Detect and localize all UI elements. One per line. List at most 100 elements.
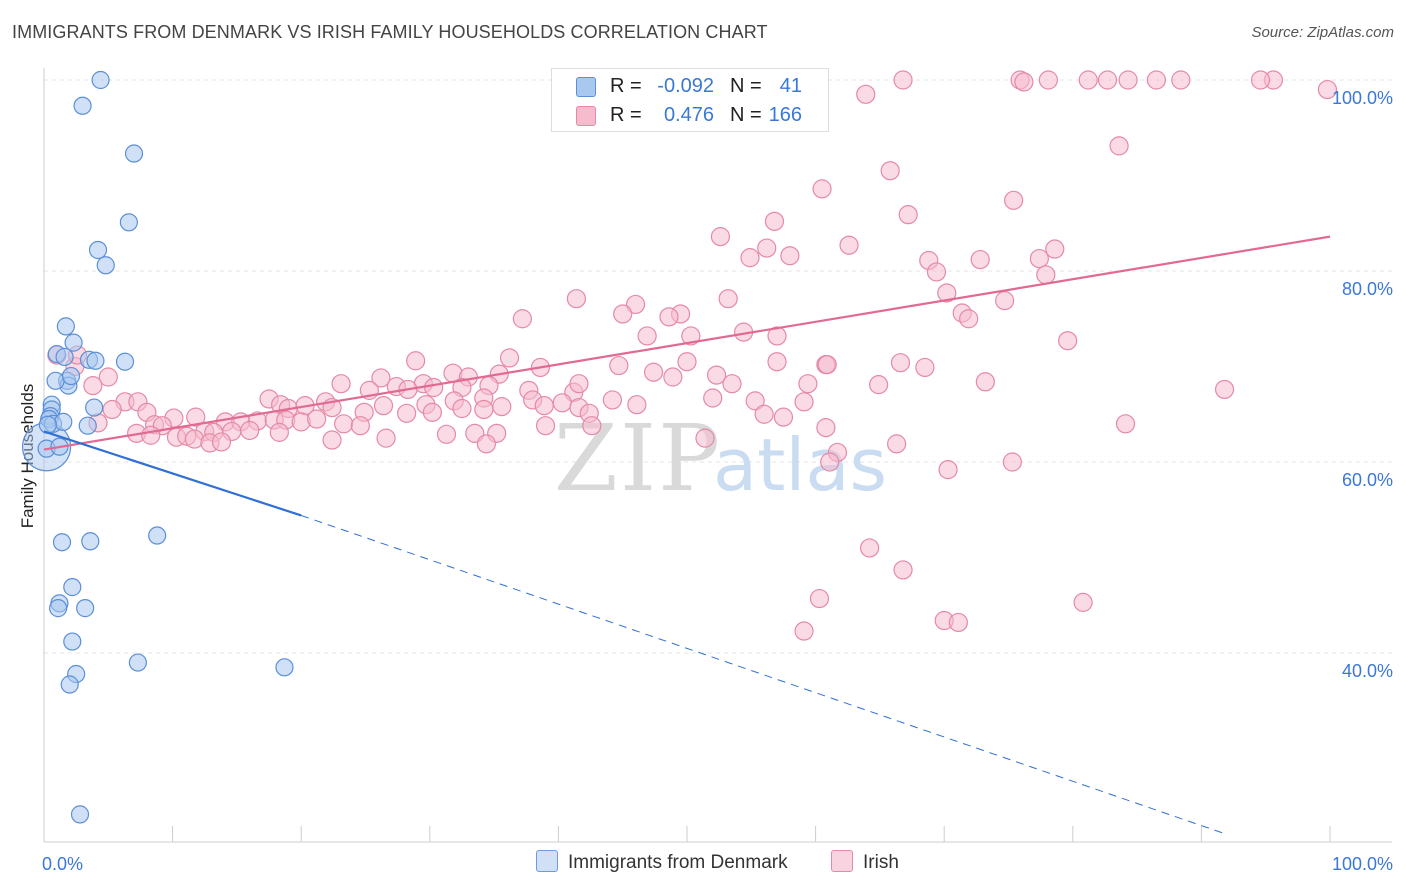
irish-point (816, 418, 836, 438)
legend-label-denmark: Immigrants from Denmark (568, 852, 788, 873)
irish-point (613, 304, 633, 324)
irish-point (1118, 70, 1138, 90)
irish-point (637, 326, 657, 346)
irish-point (1073, 592, 1093, 612)
irish-point (643, 362, 664, 382)
x-tick-label: 0.0% (42, 854, 83, 874)
denmark-point (46, 371, 65, 390)
irish-point (869, 375, 889, 395)
irish-point (1171, 70, 1191, 90)
irish-point (1038, 70, 1058, 90)
denmark-point (88, 240, 108, 260)
irish-point (959, 309, 979, 329)
irish-point (331, 374, 351, 394)
irish-point (1097, 70, 1118, 90)
stats-row-denmark: R = -0.092 N = 41 (552, 71, 828, 101)
irish-point (1004, 190, 1024, 210)
irish-point (602, 390, 623, 410)
watermark-atlas: atlas (713, 423, 887, 507)
denmark-point (128, 653, 147, 672)
irish-point (794, 621, 814, 641)
irish-point (1214, 379, 1235, 400)
irish-point (625, 294, 646, 315)
irish-point (492, 397, 512, 417)
irish-point (794, 392, 814, 412)
irish-point (1058, 331, 1078, 351)
n-value: 41 (779, 75, 802, 97)
irish-point (839, 235, 859, 255)
irish-point (1014, 72, 1034, 92)
irish-point (860, 538, 880, 558)
irish-point (695, 428, 715, 448)
irish-point (424, 377, 444, 398)
irish-point (609, 355, 629, 376)
trend-lines (43, 235, 1331, 835)
irish-point (186, 407, 206, 427)
irish-point (820, 452, 840, 472)
denmark-point (78, 416, 97, 435)
irish-point (436, 424, 457, 444)
denmark-points (21, 70, 294, 824)
irish-point (1002, 452, 1022, 472)
source-label: Source: ZipAtlas.com (1251, 24, 1394, 41)
denmark-point (64, 333, 83, 352)
denmark-point (91, 70, 110, 90)
n-label: N = (730, 75, 762, 97)
denmark-point (38, 415, 57, 434)
irish-point (307, 409, 327, 429)
denmark-point (70, 805, 90, 824)
y-tick-label: 40.0% (1342, 661, 1393, 681)
irish-point (569, 374, 589, 394)
stats-legend: R = -0.092 N = 41 R = 0.476 N = 166 (551, 68, 829, 132)
irish-point (817, 354, 837, 375)
denmark-point (73, 96, 92, 115)
denmark-point (63, 632, 82, 651)
irish-point (83, 376, 103, 396)
denmark-point (81, 532, 100, 551)
irish-point (995, 291, 1015, 311)
irish-point (915, 357, 935, 378)
irish-point (373, 396, 394, 416)
denmark-point (56, 317, 75, 336)
irish-point (566, 289, 587, 309)
irish-point (406, 351, 426, 371)
irish-point (1029, 248, 1049, 269)
series-legend: Immigrants from Denmark Irish (0, 850, 1406, 880)
denmark-point (76, 599, 95, 618)
irish-point (890, 353, 911, 373)
irish-point (754, 404, 774, 424)
irish-point (499, 348, 520, 368)
denmark-point (96, 256, 115, 275)
denmark-point (60, 675, 79, 694)
legend-item-irish[interactable]: Irish (831, 850, 899, 874)
irish-point (880, 161, 900, 181)
denmark-point (63, 578, 82, 597)
denmark-point (86, 351, 105, 370)
tick-labels: 40.0% 60.0% 80.0% 100.0% 0.0% 100.0% (42, 88, 1393, 874)
irish-point (474, 399, 494, 420)
irish-point (1078, 70, 1098, 90)
irish-point (334, 414, 354, 434)
irish-point (211, 432, 232, 452)
denmark-swatch (576, 77, 596, 97)
denmark-point (85, 398, 104, 417)
denmark-point (52, 533, 72, 552)
n-label: N = (730, 104, 762, 126)
denmark-point (124, 144, 144, 163)
legend-item-denmark[interactable]: Immigrants from Denmark (536, 850, 788, 874)
irish-point (422, 402, 442, 422)
irish-point (1250, 70, 1271, 90)
irish-point (681, 326, 701, 346)
r-label: R = (610, 104, 642, 126)
irish-point (98, 367, 118, 387)
y-tick-label: 60.0% (1342, 470, 1393, 490)
irish-point (937, 283, 957, 303)
irish-point (269, 422, 289, 442)
irish-point (1317, 79, 1338, 100)
irish-point (1115, 414, 1136, 434)
irish-point (322, 430, 342, 450)
irish-point (809, 588, 830, 609)
irish-point (926, 262, 947, 282)
irish-point (1036, 265, 1056, 285)
